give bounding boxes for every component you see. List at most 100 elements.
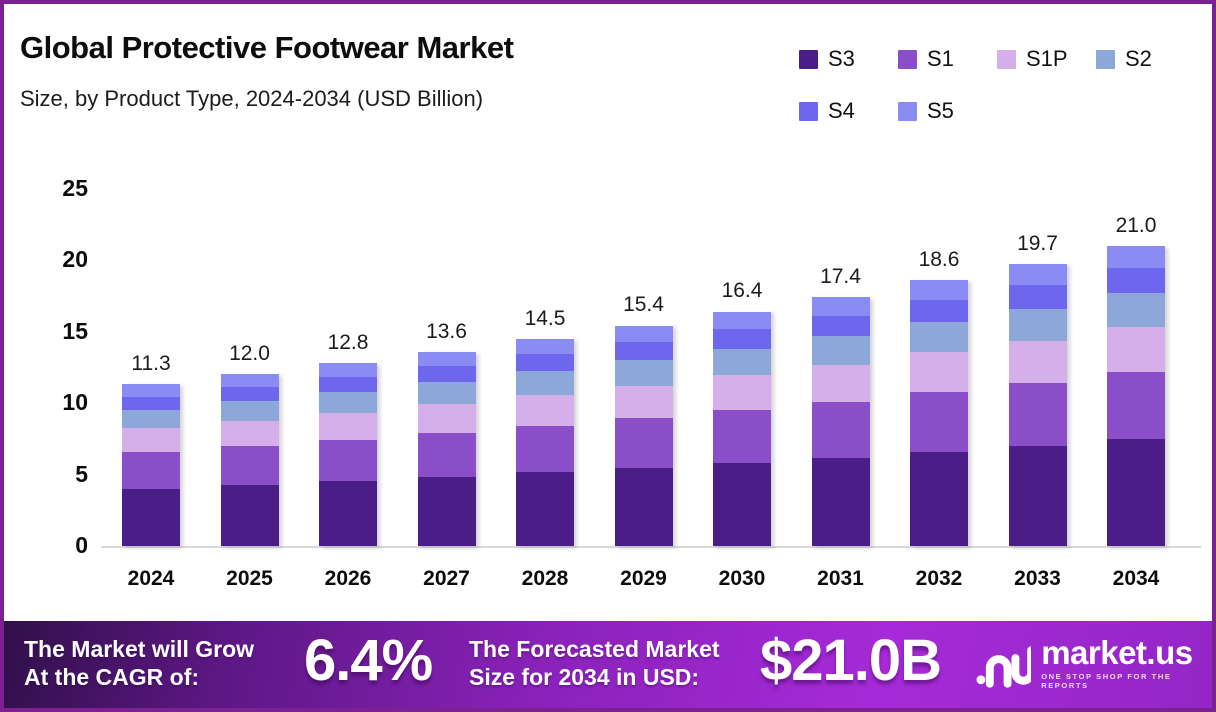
bar-2027	[417, 351, 476, 546]
bar-value-label-2031: 17.4	[820, 265, 861, 289]
legend-label: S2	[1125, 46, 1152, 71]
bar-segment-s1-2034	[1107, 371, 1165, 440]
bar-value-label-2026: 12.8	[327, 331, 369, 355]
cagr-value: 6.4%	[304, 628, 433, 693]
brand-name: market.us	[1041, 634, 1193, 671]
bar-value-label-2034: 21.0	[1115, 213, 1157, 237]
bar-value-label-2027: 13.6	[426, 319, 467, 343]
y-axis-tick-0: 0	[75, 532, 88, 558]
bar-segment-s1-2031	[811, 401, 870, 458]
bar-segment-s2-2030	[713, 348, 771, 376]
bar-2024	[122, 384, 180, 546]
bar-segment-s1p-2027	[417, 404, 476, 434]
legend-swatch-icon	[898, 49, 917, 69]
legend-label: S1P	[1026, 46, 1068, 71]
bar-segment-s3-2028	[516, 472, 574, 546]
bar-2033	[1008, 264, 1067, 546]
legend-row: S3 S1 S1P S2	[799, 46, 1209, 72]
legend-item-s4: S4	[799, 98, 898, 124]
x-axis-tick-2032: 2032	[915, 567, 963, 590]
bar-segment-s1p-2033	[1008, 340, 1067, 383]
bar-2032	[910, 280, 968, 546]
x-axis-tick-2025: 2025	[226, 567, 273, 590]
legend-swatch-icon	[799, 101, 818, 121]
bar-segment-s5-2026	[319, 363, 377, 377]
bar-segment-s1-2029	[614, 418, 673, 468]
x-axis-tick-2031: 2031	[817, 567, 864, 590]
bar-segment-s1p-2032	[910, 352, 968, 392]
bar-segment-s3-2032	[910, 451, 968, 546]
bar-segment-s2-2024	[122, 410, 180, 429]
legend-swatch-icon	[799, 49, 818, 69]
legend-label: S1	[927, 46, 954, 71]
bar-value-label-2030: 16.4	[721, 279, 763, 303]
bar-segment-s1p-2024	[122, 428, 180, 453]
legend-item-s2: S2	[1096, 46, 1195, 72]
bar-value-label-2028: 14.5	[524, 306, 566, 330]
bar-segment-s4-2024	[122, 396, 180, 411]
bar-segment-s1-2033	[1008, 382, 1067, 447]
bar-segment-s2-2027	[417, 382, 476, 405]
legend-swatch-icon	[898, 101, 917, 121]
bar-segment-s1p-2028	[516, 395, 574, 426]
cagr-label-line2: At the CAGR of:	[24, 664, 200, 690]
bar-segment-s2-2028	[516, 371, 574, 395]
bar-segment-s1p-2025	[220, 421, 279, 447]
legend-item-s1: S1	[898, 46, 997, 72]
y-axis-tick-5: 5	[75, 460, 88, 487]
plot-area: 0 5 10 15 20 25 11.3 2024 12.0 2025 12.8 2026 13.6 20…	[4, 4, 1212, 708]
brand-lockup: market.us ONE STOP SHOP FOR THE REPORTS	[976, 634, 1212, 691]
bar-segment-s1-2032	[910, 391, 968, 452]
cagr-label: The Market will Grow At the CAGR of:	[24, 635, 254, 691]
bar-segment-s2-2034	[1107, 293, 1165, 328]
forecast-label-line1: The Forecasted Market	[469, 636, 720, 662]
bar-segment-s3-2031	[811, 457, 870, 546]
bar-segment-s3-2025	[220, 485, 279, 546]
y-axis-tick-25: 25	[62, 174, 88, 201]
bar-value-label-2029: 15.4	[623, 293, 664, 317]
y-axis-tick-15: 15	[62, 317, 88, 344]
bar-segment-s3-2030	[713, 462, 771, 546]
bar-segment-s4-2027	[417, 366, 476, 383]
bar-segment-s5-2031	[811, 297, 870, 316]
legend-label: S4	[828, 98, 855, 123]
bar-segment-s1p-2031	[811, 364, 870, 402]
x-axis-tick-2026: 2026	[324, 567, 372, 590]
bar-segment-s5-2034	[1107, 245, 1165, 269]
bar-segment-s1p-2026	[319, 412, 377, 440]
bar-segment-s4-2031	[811, 315, 870, 337]
bar-segment-s3-2027	[417, 476, 476, 546]
bar-segment-s1-2030	[713, 410, 771, 463]
x-axis-tick-2030: 2030	[718, 567, 766, 590]
chart-legend: S3 S1 S1P S2 S4 S5	[799, 46, 1209, 150]
bar-2031	[811, 297, 870, 546]
bar-segment-s1p-2034	[1107, 327, 1165, 372]
bar-segment-s3-2029	[614, 467, 673, 546]
legend-row: S4 S5	[799, 98, 1209, 124]
y-axis-tick-10: 10	[62, 389, 88, 415]
legend-swatch-icon	[1096, 49, 1115, 69]
legend-item-s5: S5	[898, 98, 997, 124]
bar-segment-s1p-2030	[713, 375, 771, 410]
bar-segment-s4-2029	[614, 342, 673, 361]
bar-segment-s5-2028	[516, 338, 574, 355]
bar-segment-s2-2032	[910, 322, 968, 353]
bar-segment-s5-2030	[713, 311, 771, 330]
x-axis-line	[101, 546, 1201, 548]
forecast-value: $21.0B	[760, 628, 942, 693]
marketus-logo-icon	[976, 646, 1032, 688]
bar-value-label-2032: 18.6	[918, 248, 960, 272]
bar-value-label-2025: 12.0	[229, 342, 270, 366]
bar-segment-s4-2034	[1107, 268, 1165, 294]
brand-text: market.us ONE STOP SHOP FOR THE REPORTS	[1041, 634, 1212, 691]
x-axis-tick-2033: 2033	[1014, 567, 1061, 590]
cagr-banner: The Market will Grow At the CAGR of: 6.4…	[4, 621, 1212, 708]
x-axis-tick-2029: 2029	[620, 567, 667, 590]
bar-segment-s4-2026	[319, 376, 377, 393]
bar-segment-s5-2027	[417, 351, 476, 367]
bar-segment-s5-2025	[220, 374, 279, 388]
bar-segment-s2-2033	[1008, 308, 1067, 341]
bar-segment-s3-2026	[319, 481, 377, 546]
bar-segment-s5-2033	[1008, 264, 1067, 286]
bar-2028	[516, 338, 574, 546]
